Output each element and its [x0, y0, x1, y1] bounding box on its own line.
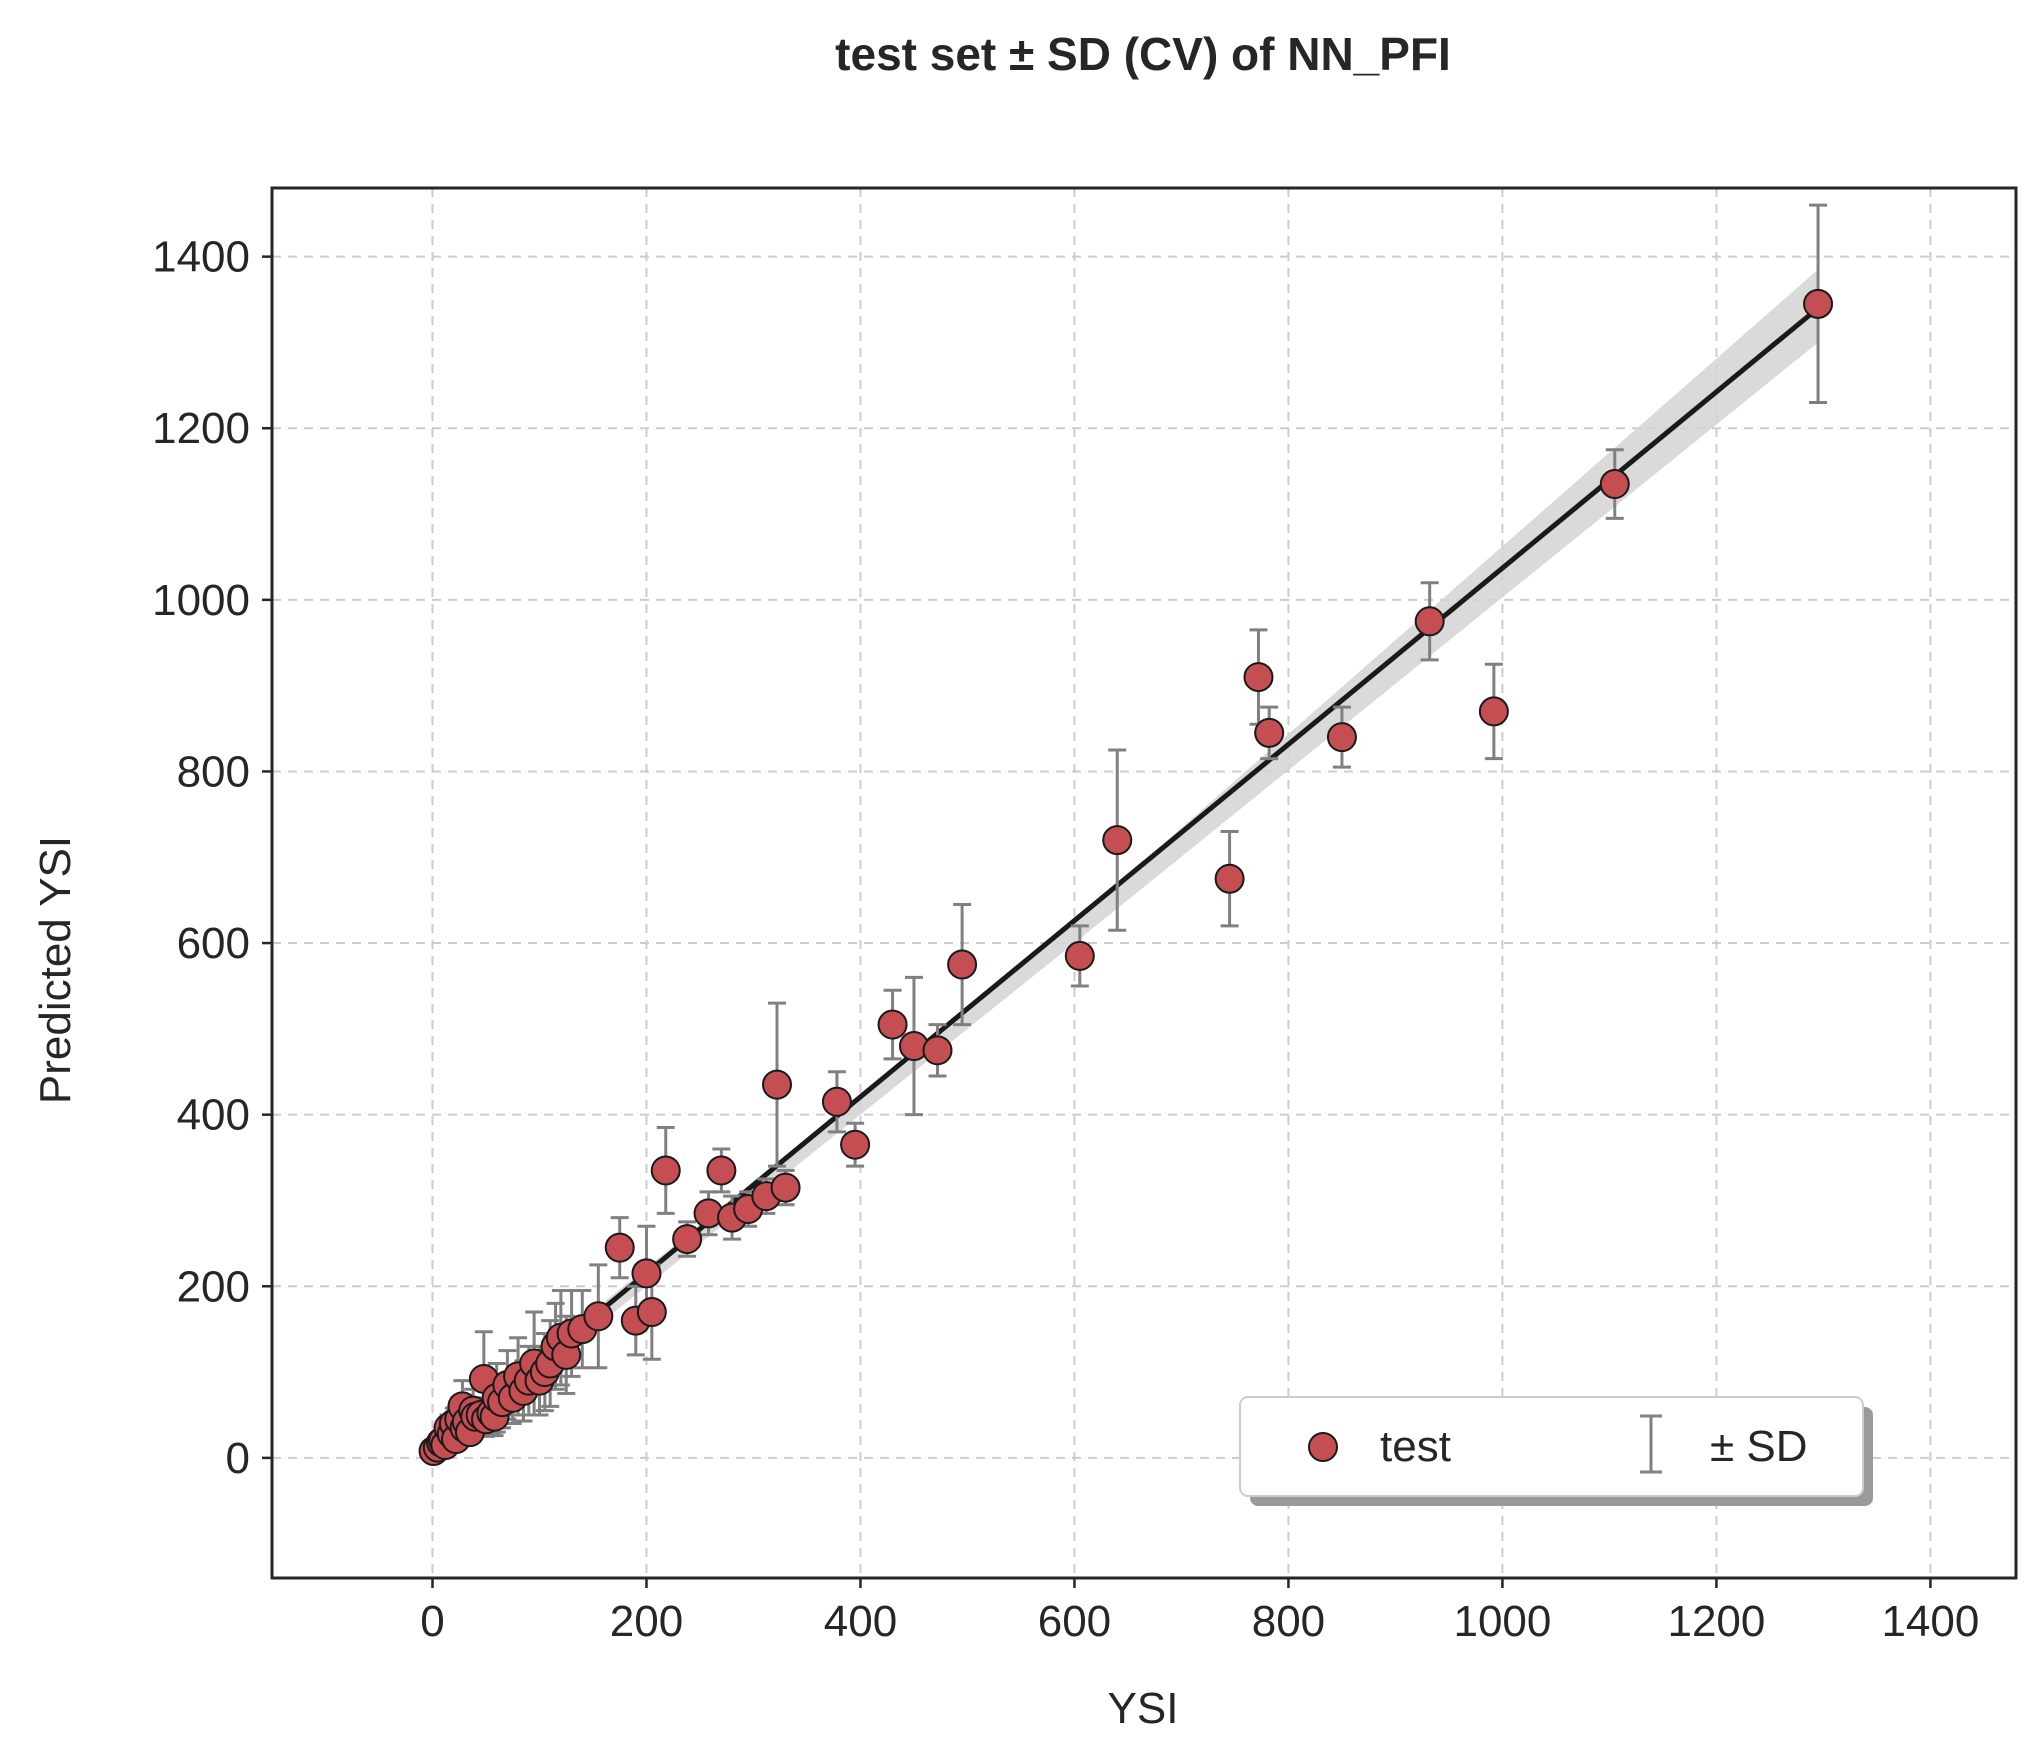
legend-errorbar-icon — [1640, 1414, 1662, 1474]
data-point — [1102, 825, 1133, 856]
x-tick-label: 800 — [1252, 1597, 1325, 1646]
x-tick-label: 1200 — [1667, 1597, 1765, 1646]
data-point — [1214, 863, 1245, 894]
grid — [272, 188, 2016, 1578]
data-point — [672, 1224, 703, 1255]
data-point — [1064, 940, 1095, 971]
data-point — [922, 1035, 953, 1066]
x-tick-label: 1000 — [1453, 1597, 1551, 1646]
data-point — [840, 1129, 871, 1160]
x-tick-label: 1400 — [1881, 1597, 1979, 1646]
data-point — [770, 1172, 801, 1203]
legend: test ± SD — [1239, 1396, 1873, 1506]
y-tick-label: 1200 — [152, 404, 250, 453]
y-axis-ticks: 0 200 400 600 800 1000 1200 1400 — [152, 233, 272, 1483]
legend-label-test: test — [1380, 1422, 1451, 1471]
data-point — [947, 949, 978, 980]
y-tick-label: 1000 — [152, 576, 250, 625]
data-point — [650, 1155, 681, 1186]
data-point — [1599, 469, 1630, 500]
y-tick-label: 400 — [177, 1091, 250, 1140]
data-point — [1243, 662, 1274, 693]
x-tick-label: 600 — [1038, 1597, 1111, 1646]
data-point — [762, 1069, 793, 1100]
plot-frame — [270, 186, 2018, 1580]
x-tick-label: 0 — [420, 1597, 444, 1646]
y-tick-label: 0 — [226, 1434, 250, 1483]
data-point — [1803, 288, 1834, 319]
data-point — [877, 1009, 908, 1040]
legend-marker-test — [1308, 1432, 1338, 1462]
data-points — [418, 288, 1834, 1467]
y-tick-label: 200 — [177, 1262, 250, 1311]
legend-box — [1239, 1396, 1864, 1497]
y-tick-label: 1400 — [152, 233, 250, 282]
data-point — [821, 1086, 852, 1117]
y-tick-label: 800 — [177, 747, 250, 796]
legend-label-sd: ± SD — [1710, 1422, 1808, 1471]
data-point — [1326, 722, 1357, 753]
data-point — [583, 1301, 614, 1332]
x-tick-label: 400 — [824, 1597, 897, 1646]
x-axis-ticks: 0 200 400 600 800 1000 1200 1400 — [420, 1578, 1979, 1646]
regression-line — [430, 306, 1820, 1452]
x-axis-label: YSI — [1108, 1684, 1179, 1733]
data-point — [1478, 696, 1509, 727]
data-point — [1254, 717, 1285, 748]
data-point — [1414, 606, 1445, 637]
data-point — [636, 1297, 667, 1328]
y-axis-label: Predicted YSI — [31, 836, 80, 1104]
fit-line — [430, 306, 1820, 1452]
chart-title: test set ± SD (CV) of NN_PFI — [835, 28, 1451, 80]
data-point — [604, 1232, 635, 1263]
y-tick-label: 600 — [177, 919, 250, 968]
data-point — [706, 1155, 737, 1186]
x-tick-label: 200 — [610, 1597, 683, 1646]
data-point — [631, 1258, 662, 1289]
